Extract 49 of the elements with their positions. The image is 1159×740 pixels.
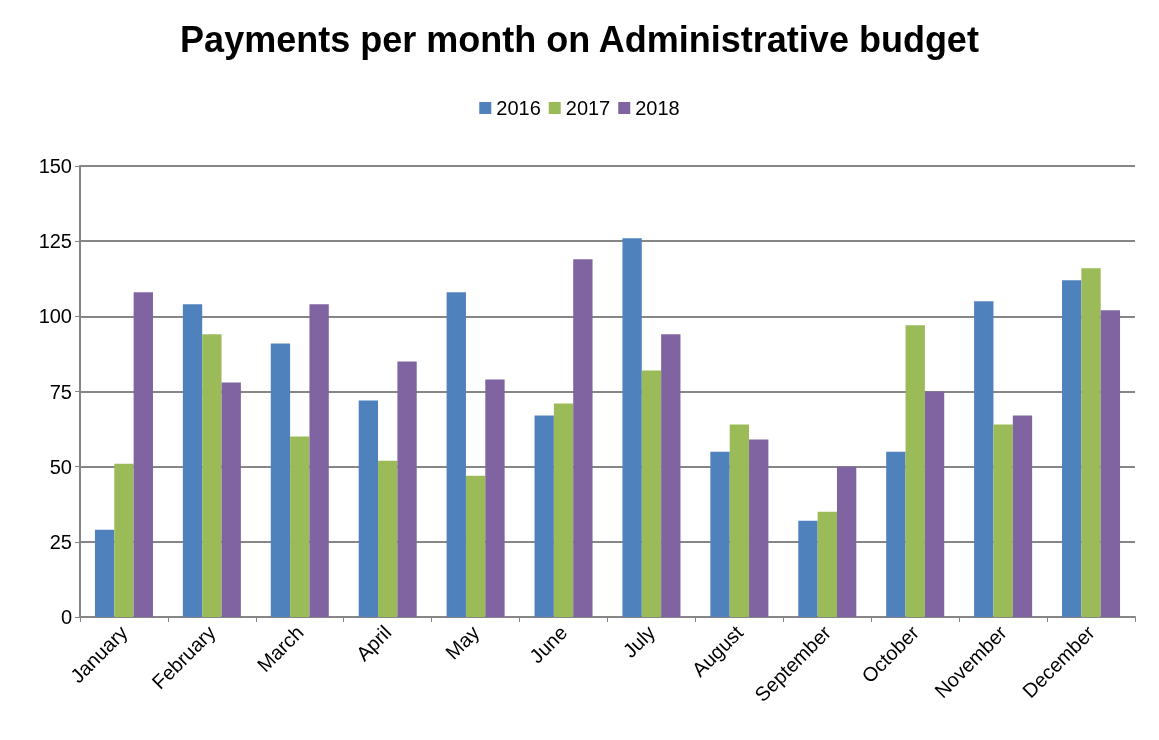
bar <box>133 292 153 617</box>
bar <box>798 520 818 617</box>
x-tick-label: May <box>441 621 484 664</box>
bar <box>553 403 574 617</box>
y-tick-label: 150 <box>38 155 72 177</box>
bar <box>886 451 906 617</box>
bar <box>290 436 310 617</box>
bar <box>114 463 134 617</box>
bar <box>836 466 857 617</box>
legend-label: 2016 <box>496 97 541 119</box>
bar <box>1081 268 1101 617</box>
y-tick-label: 75 <box>49 380 72 403</box>
bar <box>1012 415 1033 617</box>
bar <box>358 400 379 617</box>
bar <box>378 460 398 617</box>
bar <box>729 424 750 617</box>
bar <box>465 475 486 617</box>
bar <box>1100 310 1121 617</box>
bar <box>573 259 593 617</box>
y-tick-label: 100 <box>38 305 72 328</box>
y-tick-label: 0 <box>60 606 72 628</box>
y-tick-label: 25 <box>49 530 72 553</box>
bar <box>270 343 291 617</box>
bar <box>202 334 222 617</box>
chart-title: Payments per month on Administrative budget <box>180 18 979 60</box>
bar <box>1062 280 1082 617</box>
bar <box>710 451 730 617</box>
x-tick-label: July <box>618 621 660 662</box>
bar <box>924 391 945 617</box>
legend-label: 2017 <box>565 97 611 119</box>
bar <box>182 304 203 617</box>
y-tick-label: 125 <box>38 230 72 253</box>
bar <box>397 361 417 617</box>
bar <box>309 304 329 617</box>
legend-label: 2018 <box>635 97 680 119</box>
bar <box>485 379 505 617</box>
bar <box>661 334 681 617</box>
bar <box>622 238 642 617</box>
bar <box>641 370 662 617</box>
bar <box>534 415 554 617</box>
bar <box>94 529 115 617</box>
bar <box>221 382 241 617</box>
bar <box>749 439 769 617</box>
bar <box>993 424 1013 617</box>
bar <box>974 301 994 617</box>
y-tick-label: 50 <box>49 455 72 478</box>
bar <box>905 325 925 617</box>
bar <box>817 511 837 617</box>
bar <box>446 292 466 617</box>
